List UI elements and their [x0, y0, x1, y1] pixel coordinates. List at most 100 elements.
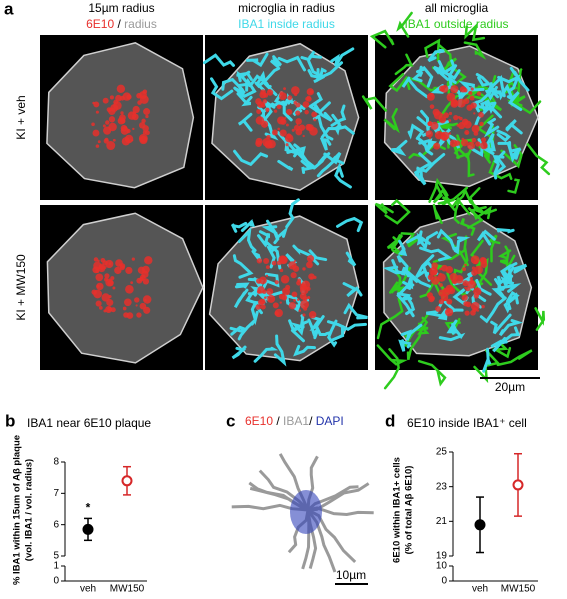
plaque-blob [478, 112, 484, 118]
plaque-blob [438, 299, 444, 305]
cell-process [467, 206, 484, 229]
plaque-blob [302, 267, 306, 271]
x-tick-label: veh [80, 584, 96, 594]
cell-process [238, 112, 253, 132]
plaque-blob [470, 87, 474, 91]
plaque-blob [110, 307, 116, 313]
plaque-blob [259, 91, 267, 99]
plaque-blob [471, 269, 478, 276]
data-point [121, 475, 133, 487]
cell-process [396, 292, 412, 302]
plaque-blob [473, 293, 479, 299]
cell-process [291, 320, 309, 336]
cell-process [405, 231, 439, 251]
plaque-blob [108, 107, 116, 116]
cell-process [314, 323, 332, 337]
plaque-blob [144, 256, 153, 265]
cell-process [376, 297, 404, 340]
plaque-blob [108, 295, 112, 299]
nucleus [290, 490, 322, 534]
annotation: * [86, 501, 91, 515]
cell-process [500, 262, 518, 282]
plaque-blob [285, 134, 294, 143]
plaque-blob [291, 128, 295, 132]
cell-process [475, 72, 492, 87]
column-title: microglia in radius [238, 1, 335, 15]
cell-process [434, 69, 461, 81]
plaque-blob [471, 124, 480, 133]
cell-process [307, 59, 327, 79]
cell-process [331, 113, 342, 136]
plaque-blob [465, 131, 469, 135]
plaque-blob [480, 257, 487, 265]
cell-process [285, 198, 300, 229]
plaque-blob [115, 94, 122, 102]
plaque-blob [279, 255, 288, 265]
y-tick-label: 8 [53, 457, 59, 468]
plaque-blob [458, 122, 466, 130]
plaque-blob [280, 274, 290, 284]
cell-process [246, 52, 269, 68]
plaque-blob [255, 304, 261, 310]
legend-text: 6E10 [245, 414, 273, 428]
plaque-blob [290, 272, 297, 279]
plaque-blob [435, 306, 441, 312]
plaque-blob [277, 127, 281, 131]
cell-process [498, 319, 524, 337]
plaque-blob [138, 122, 146, 129]
plaque-blob [95, 300, 102, 307]
cell-process [456, 152, 475, 178]
cell-process [459, 217, 476, 236]
plaque-blob [139, 95, 149, 104]
cell-process [236, 70, 253, 81]
plaque-blob [291, 291, 298, 298]
plaque-blob [93, 257, 99, 262]
cell-process [526, 143, 551, 176]
plaque-blob [429, 137, 432, 140]
plaque-blob [141, 118, 146, 124]
plaque-blob [463, 301, 469, 307]
cell-process [463, 41, 487, 60]
cell-process [497, 74, 521, 93]
plaque-blob [93, 289, 102, 299]
plaque-blob [136, 277, 143, 284]
column-title: all microglia [425, 1, 489, 15]
plaque-blob [307, 296, 311, 300]
cell-process [230, 221, 248, 233]
cell-process [407, 123, 425, 140]
plaque-blob [293, 124, 300, 131]
cell-process [276, 131, 300, 158]
plaque-blob [137, 266, 146, 274]
plaque-blob [255, 140, 262, 147]
scale-label: 10µm [336, 568, 366, 582]
plaque-blob [287, 95, 293, 101]
cell-process [496, 274, 511, 291]
plaque-blob [120, 111, 124, 115]
plaque-blob [126, 128, 131, 134]
cell-process [312, 114, 334, 141]
y-tick-label: 1 [53, 561, 59, 572]
cell-process [334, 162, 352, 189]
y-tick-label: 0 [441, 576, 447, 587]
plaque-blob [266, 288, 274, 296]
y-axis-label: (vol. IBA1 / vol. radius) [24, 459, 35, 561]
plaque-blob [461, 294, 468, 301]
plaque-blob [427, 121, 433, 127]
cell-process [479, 296, 507, 324]
plaque-blob [91, 122, 95, 127]
cell-process [342, 282, 363, 298]
plaque-blob [453, 115, 459, 121]
plaque-blob [265, 265, 270, 270]
plaque-blob [476, 91, 482, 96]
y-tick-label: 23 [436, 481, 448, 492]
cell-process [421, 260, 439, 278]
plaque-blob [255, 98, 262, 105]
plaque-blob [434, 131, 444, 140]
cell-process [257, 100, 286, 114]
plaque-blob [104, 137, 109, 142]
cell-process [307, 318, 320, 340]
y-axis-label: % IBA1 within 15um of Aβ plaque [12, 435, 23, 585]
cell-process [376, 344, 408, 366]
legend-text: 6E10 [86, 17, 114, 31]
